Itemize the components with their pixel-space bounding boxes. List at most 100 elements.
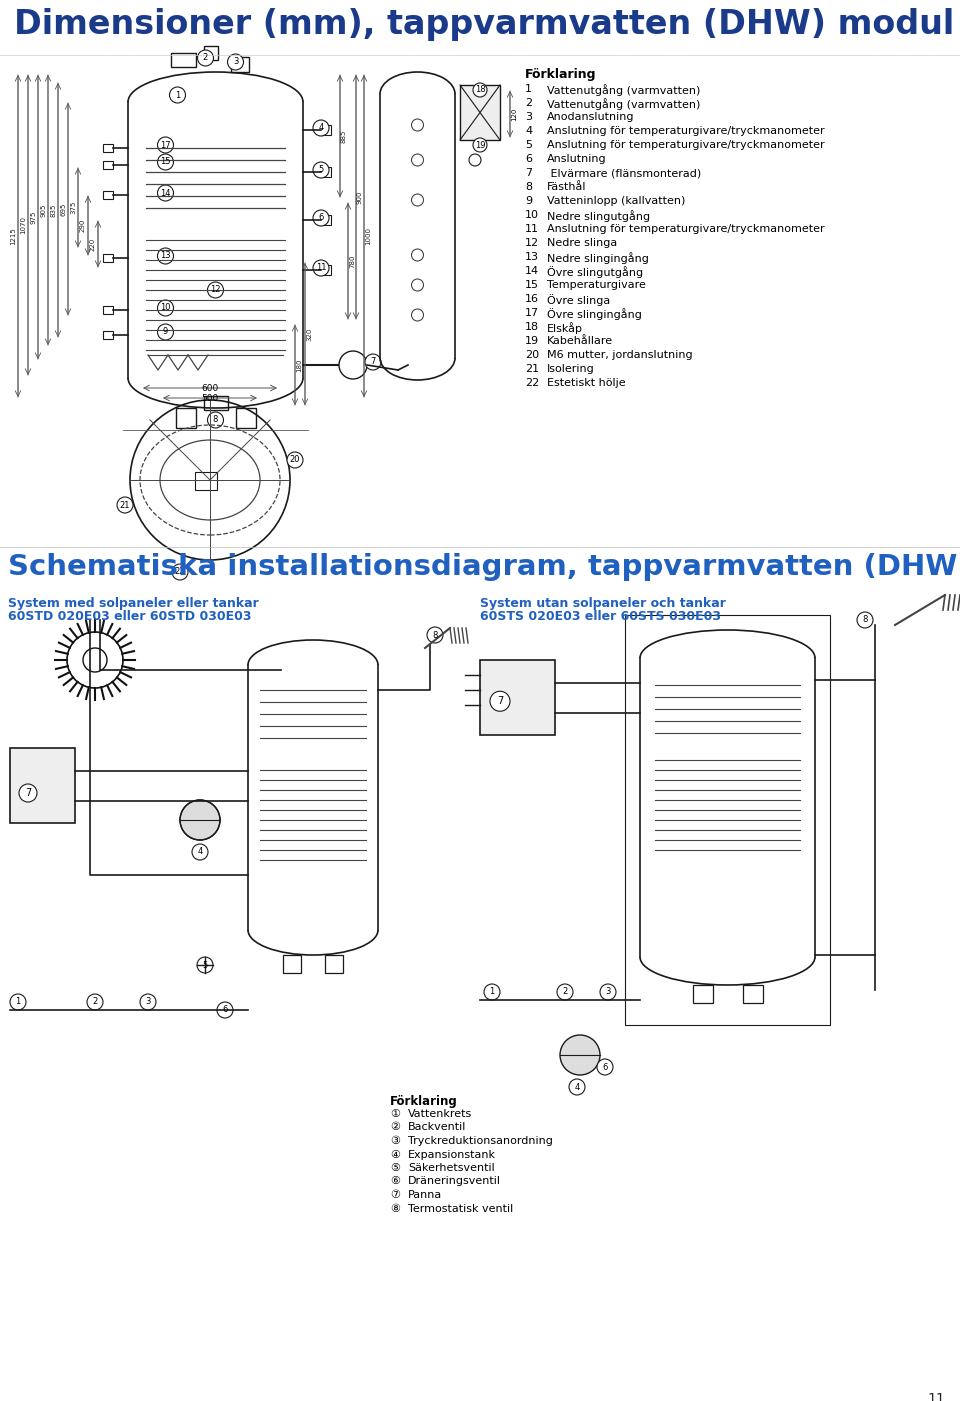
Text: Anslutning: Anslutning xyxy=(547,154,607,164)
Bar xyxy=(103,305,113,314)
Circle shape xyxy=(228,55,244,70)
Bar xyxy=(103,144,113,151)
Text: Estetiskt hölje: Estetiskt hölje xyxy=(547,378,626,388)
Text: 975: 975 xyxy=(30,210,36,224)
Bar xyxy=(692,985,712,1003)
Text: 1: 1 xyxy=(15,998,20,1006)
Text: Elvärmare (flänsmonterad): Elvärmare (flänsmonterad) xyxy=(547,168,701,178)
Circle shape xyxy=(172,565,188,580)
Circle shape xyxy=(365,354,381,370)
Text: 14: 14 xyxy=(160,189,171,198)
Text: 4: 4 xyxy=(525,126,532,136)
Circle shape xyxy=(157,185,174,200)
Text: 1: 1 xyxy=(490,988,494,996)
Text: Förklaring: Förklaring xyxy=(390,1096,458,1108)
Text: 15: 15 xyxy=(525,280,539,290)
Text: M6 mutter, jordanslutning: M6 mutter, jordanslutning xyxy=(547,350,692,360)
Text: System utan solpaneler och tankar: System utan solpaneler och tankar xyxy=(480,597,726,609)
Text: 13: 13 xyxy=(160,252,171,261)
Text: 600: 600 xyxy=(202,384,219,394)
Text: 375: 375 xyxy=(70,200,76,214)
Text: 500: 500 xyxy=(202,394,219,403)
Text: 11: 11 xyxy=(316,263,326,273)
Text: 7: 7 xyxy=(525,168,532,178)
Text: 3: 3 xyxy=(233,57,238,66)
Text: 120: 120 xyxy=(511,108,517,120)
Circle shape xyxy=(83,649,107,672)
Circle shape xyxy=(600,984,616,1000)
Bar xyxy=(325,955,343,974)
Text: 18: 18 xyxy=(474,85,486,94)
Text: Dimensioner (mm), tappvarmvatten (DHW) modul: Dimensioner (mm), tappvarmvatten (DHW) m… xyxy=(14,8,954,41)
Bar xyxy=(321,214,331,226)
Text: Vattenkrets: Vattenkrets xyxy=(408,1110,472,1119)
Text: 10: 10 xyxy=(525,210,539,220)
Circle shape xyxy=(484,984,500,1000)
Text: Vatteninlopp (kallvatten): Vatteninlopp (kallvatten) xyxy=(547,196,685,206)
Text: 2: 2 xyxy=(525,98,532,108)
Circle shape xyxy=(217,1002,233,1019)
Text: 1215: 1215 xyxy=(10,227,16,245)
Circle shape xyxy=(597,1059,613,1075)
Text: Schematiska installationsdiagram, tappvarmvatten (DHW) modul: Schematiska installationsdiagram, tappva… xyxy=(8,553,960,581)
Text: 8: 8 xyxy=(862,615,868,625)
Circle shape xyxy=(473,83,487,97)
Text: 220: 220 xyxy=(90,237,96,251)
Circle shape xyxy=(313,120,329,136)
Text: Temperaturgivare: Temperaturgivare xyxy=(547,280,646,290)
Text: 8: 8 xyxy=(213,416,218,425)
Text: Övre slingutgång: Övre slingutgång xyxy=(547,266,643,277)
Text: 15: 15 xyxy=(160,157,171,167)
Circle shape xyxy=(207,412,224,427)
Circle shape xyxy=(157,137,174,153)
Text: ①: ① xyxy=(390,1110,400,1119)
Text: 2: 2 xyxy=(203,53,208,63)
Text: 3: 3 xyxy=(145,998,151,1006)
Text: 180: 180 xyxy=(296,359,302,371)
Text: 8: 8 xyxy=(525,182,532,192)
Text: Nedre slingingång: Nedre slingingång xyxy=(547,252,649,263)
Text: Förklaring: Förklaring xyxy=(525,69,596,81)
Circle shape xyxy=(67,632,123,688)
Text: 7: 7 xyxy=(371,357,375,367)
Text: 18: 18 xyxy=(525,322,540,332)
Bar xyxy=(235,408,255,427)
Circle shape xyxy=(170,87,185,104)
Text: Övre slinga: Övre slinga xyxy=(547,294,611,305)
Text: Tryckreduktionsanordning: Tryckreduktionsanordning xyxy=(408,1136,553,1146)
Text: Övre slingingång: Övre slingingång xyxy=(547,308,642,319)
Circle shape xyxy=(287,453,303,468)
Text: ⑧: ⑧ xyxy=(390,1203,400,1213)
Text: 17: 17 xyxy=(160,140,171,150)
Bar xyxy=(625,615,830,1026)
Text: 6: 6 xyxy=(602,1062,608,1072)
Circle shape xyxy=(140,993,156,1010)
Circle shape xyxy=(157,154,174,170)
Text: 21: 21 xyxy=(525,364,540,374)
Circle shape xyxy=(560,1035,600,1075)
Text: 19: 19 xyxy=(475,140,485,150)
Circle shape xyxy=(857,612,873,628)
Bar xyxy=(321,167,331,177)
Circle shape xyxy=(313,261,329,276)
Circle shape xyxy=(427,628,443,643)
Bar xyxy=(103,191,113,199)
Text: 1000: 1000 xyxy=(365,227,371,245)
Bar xyxy=(460,85,500,140)
Text: Expansionstank: Expansionstank xyxy=(408,1149,496,1160)
Text: 2: 2 xyxy=(563,988,567,996)
Bar xyxy=(204,46,218,60)
Text: 21: 21 xyxy=(120,500,131,510)
Text: ②: ② xyxy=(390,1122,400,1132)
Text: 22: 22 xyxy=(175,567,185,576)
Text: ④: ④ xyxy=(390,1149,400,1160)
Text: 12: 12 xyxy=(210,286,221,294)
Text: Vattenutgång (varmvatten): Vattenutgång (varmvatten) xyxy=(547,84,701,95)
Text: Vattenutgång (varmvatten): Vattenutgång (varmvatten) xyxy=(547,98,701,109)
Text: Termostatisk ventil: Termostatisk ventil xyxy=(408,1203,514,1213)
Text: 3: 3 xyxy=(525,112,532,122)
Text: Backventil: Backventil xyxy=(408,1122,467,1132)
Text: Isolering: Isolering xyxy=(547,364,595,374)
Bar xyxy=(321,265,331,275)
Circle shape xyxy=(157,300,174,317)
